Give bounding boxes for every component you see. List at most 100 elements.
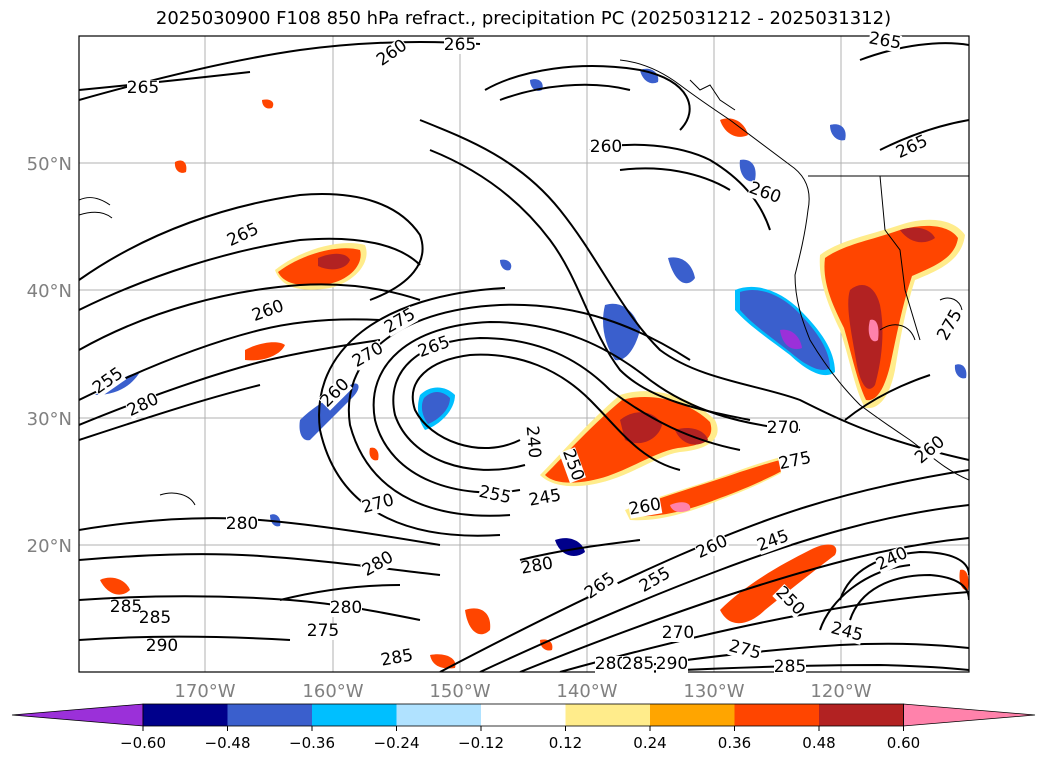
colorbar-segment	[734, 704, 820, 726]
contour-label-background	[559, 447, 586, 484]
colorbar-segment	[565, 704, 651, 726]
contour-label-background	[350, 340, 387, 371]
contour-label: 265	[444, 35, 476, 55]
contour-label-background	[125, 390, 162, 420]
contour-label-background	[694, 532, 731, 562]
colorbar-tick-label: 0.12	[549, 734, 582, 752]
contour-label-background	[444, 37, 476, 54]
contour-label: 290	[656, 654, 688, 674]
colorbar-tick-label: −0.12	[458, 734, 504, 752]
contour-label-background	[477, 483, 513, 508]
contour-label-background	[522, 425, 543, 459]
lon-label-170w: 170°W	[174, 681, 235, 702]
contour-label: 265	[127, 78, 159, 98]
contour-label-background	[416, 334, 453, 361]
latitude-labels: 50°N 40°N 30°N 20°N	[27, 154, 72, 557]
colorbar-frame	[142, 703, 904, 727]
contour-label: 280	[595, 654, 627, 674]
precip-negative-areas	[95, 68, 967, 556]
contour-label: 285	[110, 597, 142, 617]
lat-label-40n: 40°N	[27, 281, 72, 302]
colorbar-tick-label: 0.48	[802, 734, 835, 752]
contour-label-background	[330, 600, 362, 617]
colorbar-segment	[650, 704, 735, 726]
contour-label-background	[656, 656, 688, 673]
lat-label-30n: 30°N	[27, 409, 72, 430]
colorbar-tick-label: 0.60	[887, 734, 920, 752]
contour-label-background	[225, 220, 262, 250]
colorbar-extend-min	[11, 703, 144, 727]
contour-label-background	[746, 180, 783, 207]
contour-label-background	[110, 599, 142, 616]
contour-label: 260	[590, 137, 622, 157]
contour-label-background	[935, 307, 966, 344]
colorbar-tick-label: −0.48	[205, 734, 251, 752]
coastlines	[619, 59, 969, 481]
contour-label: 285	[622, 654, 654, 674]
lon-label-140w: 140°W	[556, 681, 617, 702]
contour-label-background	[146, 638, 178, 655]
longitude-labels: 170°W 160°W 150°W 140°W 130°W 120°W	[174, 681, 871, 702]
contour-label-background	[374, 37, 411, 70]
colorbar-tick-label: 0.36	[718, 734, 751, 752]
contour-label-background	[360, 549, 397, 580]
gridlines	[79, 36, 969, 672]
contour-label-background	[912, 433, 949, 468]
contour-label-background	[139, 610, 171, 627]
contour-label-background	[622, 656, 654, 673]
contour-label-background	[867, 30, 903, 53]
lon-label-130w: 130°W	[683, 681, 744, 702]
contour-label-background	[894, 132, 931, 162]
contour-label-background	[307, 623, 339, 640]
contour-label-background	[250, 298, 287, 325]
contour-label-background	[637, 565, 674, 596]
contour-label-background	[774, 659, 806, 676]
contour-label-background	[519, 555, 555, 578]
refractivity-contours	[79, 41, 969, 672]
colorbar: −0.60 −0.48 −0.36 −0.24 −0.12 0.12 0.24 0.36 0.4…	[11, 703, 1036, 752]
contour-label-background	[379, 647, 415, 670]
contour-label-background	[767, 420, 799, 437]
contour-label-background	[772, 584, 807, 619]
contour-label-background	[727, 638, 763, 663]
contour-label: 240	[522, 425, 545, 459]
colorbar-tick-label: −0.24	[374, 734, 420, 752]
colorbar-segment	[227, 704, 313, 726]
contour-label-background	[627, 496, 663, 519]
lon-label-120w: 120°W	[810, 681, 871, 702]
contour-label: 285	[139, 608, 171, 628]
colorbar-segment	[481, 704, 566, 726]
colorbar-tick-label: −0.36	[289, 734, 335, 752]
contour-label-background	[226, 516, 258, 533]
contour-label: 280	[330, 598, 362, 618]
contour-label-background	[595, 656, 627, 673]
contour-label-background	[527, 487, 563, 510]
contour-label-background	[777, 449, 813, 474]
colorbar-segment	[312, 704, 397, 726]
contour-label-background	[318, 376, 353, 411]
colorbar-tick-label: 0.24	[633, 734, 666, 752]
colorbar-extend-max	[903, 703, 1036, 727]
colorbar-segment	[143, 704, 228, 726]
colorbar-tick-label: −0.60	[120, 734, 166, 752]
figure-title: 2025030900 F108 850 hPa refract., precip…	[155, 8, 892, 29]
contour-label-background	[590, 139, 622, 156]
contour-label-background	[662, 625, 694, 642]
lat-label-50n: 50°N	[27, 154, 72, 175]
minor-contours	[79, 197, 963, 506]
map-frame	[78, 35, 970, 673]
contour-label-background	[90, 365, 127, 398]
contour-label-background	[127, 80, 159, 97]
lon-label-160w: 160°W	[302, 681, 363, 702]
contour-label: 270	[662, 623, 694, 643]
lon-label-150w: 150°W	[429, 681, 490, 702]
colorbar-segment	[396, 704, 482, 726]
contour-label: 275	[307, 621, 339, 641]
contour-label: 270	[767, 418, 799, 438]
contour-label-background	[755, 528, 792, 555]
lat-label-20n: 20°N	[27, 536, 72, 557]
colorbar-segment	[819, 704, 904, 726]
contour-label-background	[382, 306, 419, 337]
